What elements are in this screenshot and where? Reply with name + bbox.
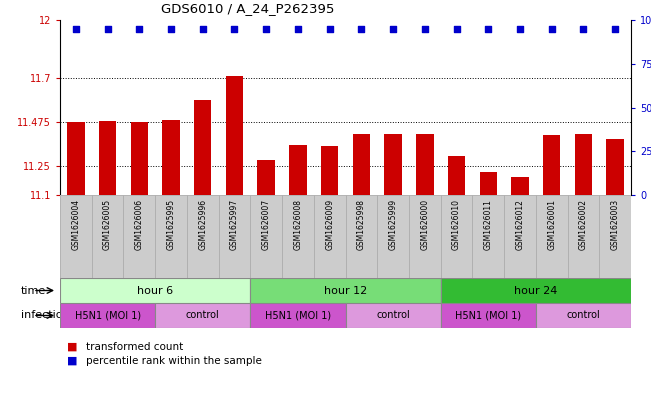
Bar	[409, 195, 441, 278]
Bar	[251, 195, 282, 278]
Bar	[543, 135, 561, 195]
Bar	[504, 195, 536, 278]
Text: GSM1626012: GSM1626012	[516, 199, 525, 250]
Point	[420, 26, 430, 32]
Point	[102, 26, 113, 32]
Text: GSM1626006: GSM1626006	[135, 199, 144, 250]
Bar	[194, 100, 212, 195]
Point	[324, 26, 335, 32]
Bar	[441, 195, 473, 278]
Bar	[607, 139, 624, 195]
Point	[356, 26, 367, 32]
Point	[197, 26, 208, 32]
Bar	[124, 195, 155, 278]
Bar	[346, 303, 441, 328]
Bar	[155, 303, 251, 328]
Text: GSM1625996: GSM1625996	[199, 199, 207, 250]
Text: GSM1625997: GSM1625997	[230, 199, 239, 250]
Bar	[441, 303, 536, 328]
Bar	[131, 122, 148, 195]
Point	[229, 26, 240, 32]
Text: H5N1 (MOI 1): H5N1 (MOI 1)	[74, 310, 141, 321]
Text: control: control	[566, 310, 600, 321]
Bar	[226, 76, 243, 195]
Point	[578, 26, 589, 32]
Bar	[187, 195, 219, 278]
Text: percentile rank within the sample: percentile rank within the sample	[86, 356, 262, 366]
Bar	[568, 195, 600, 278]
Point	[293, 26, 303, 32]
Text: transformed count: transformed count	[86, 342, 184, 352]
Bar	[511, 176, 529, 195]
Text: GSM1625998: GSM1625998	[357, 199, 366, 250]
Bar	[353, 134, 370, 195]
Bar	[575, 134, 592, 195]
Bar	[384, 134, 402, 195]
Bar	[67, 122, 85, 195]
Point	[166, 26, 176, 32]
Bar	[441, 278, 631, 303]
Text: GSM1626011: GSM1626011	[484, 199, 493, 250]
Text: hour 24: hour 24	[514, 285, 557, 296]
Text: GSM1626004: GSM1626004	[72, 199, 80, 250]
Bar	[448, 156, 465, 195]
Point	[134, 26, 145, 32]
Text: GSM1626005: GSM1626005	[103, 199, 112, 250]
Bar	[536, 303, 631, 328]
Bar	[473, 195, 504, 278]
Bar	[314, 195, 346, 278]
Bar	[600, 195, 631, 278]
Bar	[162, 120, 180, 195]
Text: GSM1626003: GSM1626003	[611, 199, 620, 250]
Text: ■: ■	[66, 356, 77, 366]
Text: GSM1626000: GSM1626000	[421, 199, 429, 250]
Point	[261, 26, 271, 32]
Bar	[99, 121, 117, 195]
Bar	[219, 195, 251, 278]
Text: hour 12: hour 12	[324, 285, 367, 296]
Text: GSM1626010: GSM1626010	[452, 199, 461, 250]
Bar	[60, 278, 251, 303]
Bar	[60, 303, 155, 328]
Text: GSM1625999: GSM1625999	[389, 199, 398, 250]
Point	[515, 26, 525, 32]
Text: GDS6010 / A_24_P262395: GDS6010 / A_24_P262395	[161, 2, 334, 15]
Bar	[377, 195, 409, 278]
Text: GSM1626002: GSM1626002	[579, 199, 588, 250]
Bar	[416, 134, 434, 195]
Text: hour 6: hour 6	[137, 285, 173, 296]
Bar	[92, 195, 124, 278]
Bar	[282, 195, 314, 278]
Bar	[536, 195, 568, 278]
Bar	[480, 172, 497, 195]
Text: control: control	[186, 310, 219, 321]
Point	[451, 26, 462, 32]
Text: GSM1626008: GSM1626008	[294, 199, 303, 250]
Bar	[251, 278, 441, 303]
Text: infection: infection	[21, 310, 70, 321]
Bar	[251, 303, 346, 328]
Text: ■: ■	[66, 342, 77, 352]
Text: GSM1626009: GSM1626009	[325, 199, 334, 250]
Point	[546, 26, 557, 32]
Point	[388, 26, 398, 32]
Text: GSM1626007: GSM1626007	[262, 199, 271, 250]
Bar	[60, 195, 92, 278]
Text: GSM1626001: GSM1626001	[547, 199, 556, 250]
Bar	[321, 146, 339, 195]
Text: GSM1625995: GSM1625995	[167, 199, 176, 250]
Bar	[346, 195, 377, 278]
Text: H5N1 (MOI 1): H5N1 (MOI 1)	[265, 310, 331, 321]
Text: H5N1 (MOI 1): H5N1 (MOI 1)	[455, 310, 521, 321]
Text: control: control	[376, 310, 410, 321]
Point	[71, 26, 81, 32]
Bar	[258, 160, 275, 195]
Bar	[155, 195, 187, 278]
Point	[483, 26, 493, 32]
Text: time: time	[21, 285, 46, 296]
Point	[610, 26, 620, 32]
Bar	[289, 145, 307, 195]
